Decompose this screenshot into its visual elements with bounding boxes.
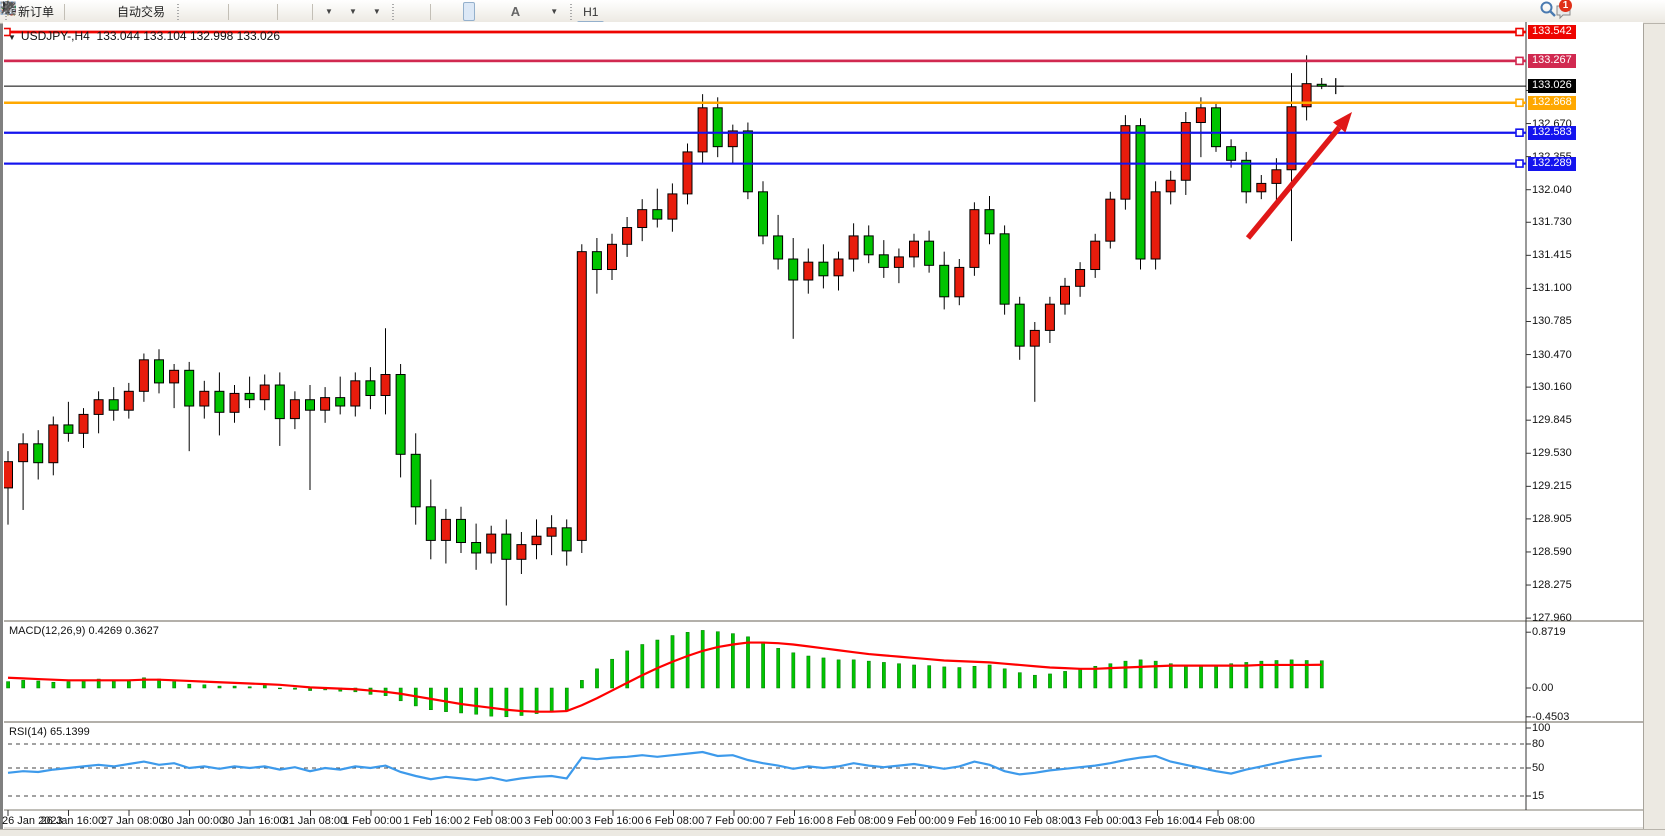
macd-label: MACD(12,26,9) 0.4269 0.3627 [9, 625, 159, 637]
price-tick-label: 131.100 [1532, 282, 1572, 295]
text-tool-glyph: A [510, 4, 521, 19]
date-tick-label: 1 Feb 00:00 [343, 815, 402, 827]
price-tick-label: 129.845 [1532, 414, 1572, 427]
notification-badge: 1 [1559, 0, 1572, 12]
line-handle[interactable] [1515, 159, 1524, 168]
rsi-tick-label: 100 [1532, 722, 1551, 734]
date-tick-label: 31 Jan 08:00 [282, 815, 347, 827]
macd-tick-label: 0.00 [1532, 682, 1554, 694]
date-tick-label: 14 Feb 08:00 [1190, 815, 1255, 827]
macd-tick-label: 0.8719 [1532, 626, 1566, 639]
price-line-label-133.026: 133.026 [1528, 79, 1576, 94]
dropdown-caret: ▼ [372, 7, 381, 16]
date-tick-label: 30 Jan 16:00 [222, 815, 286, 827]
new-order-button[interactable]: 新订单 [12, 2, 60, 21]
price-tick-label: 132.040 [1532, 183, 1572, 196]
price-line-label-132.289: 132.289 [1528, 156, 1576, 171]
rsi-line [7, 750, 1322, 782]
price-tick-label: 128.590 [1532, 545, 1572, 558]
line-handle[interactable] [1515, 27, 1524, 37]
svg-text:T: T [5, 4, 11, 15]
date-tick-label: 26 Jan 16:00 [40, 815, 105, 827]
ask-cross-marker [1327, 78, 1344, 95]
price-line-label-132.583: 132.583 [1528, 125, 1576, 140]
arrows-tool[interactable]: ▼ [2, 2, 564, 21]
date-tick-label: 3 Feb 16:00 [585, 815, 644, 827]
dropdown-caret: ▼ [348, 7, 357, 16]
date-tick-label: 30 Jan 00:00 [161, 815, 226, 827]
svg-text:F: F [12, 9, 16, 15]
date-tick-label: 13 Feb 00:00 [1069, 815, 1134, 827]
text-tool[interactable]: A [505, 2, 526, 21]
trend-arrow[interactable] [1245, 125, 1342, 240]
dropdown-caret: ▼ [550, 7, 559, 16]
price-line-label-133.542: 133.542 [1528, 25, 1576, 39]
ohlc-values: 133.044 133.104 132.998 133.026 [96, 29, 281, 43]
price-tick-label: 127.960 [1532, 612, 1572, 625]
line-handle[interactable] [1515, 56, 1524, 66]
date-tick-label: 1 Feb 16:00 [403, 815, 463, 827]
text-label-tool[interactable]: T [0, 1, 540, 21]
symbol-period-label: USDJPY-,H4 [20, 29, 90, 43]
date-tick-label: 27 Jan 08:00 [101, 815, 165, 827]
date-tick-label: 9 Feb 00:00 [887, 815, 947, 827]
price-tick-label: 128.275 [1532, 579, 1572, 592]
price-line-label-132.868: 132.868 [1528, 95, 1576, 110]
search-icon[interactable] [1540, 1, 1556, 21]
status-strip [0, 829, 1665, 836]
price-tick-label: 129.530 [1532, 447, 1572, 460]
price-tick-label: 131.730 [1532, 216, 1572, 229]
chart-left-border [0, 24, 4, 830]
price-line-label-133.267: 133.267 [1528, 53, 1576, 68]
chat-icon[interactable]: 1 [1554, 0, 1572, 21]
macd-tick-label: -0.4503 [1532, 710, 1570, 723]
price-tick-label: 130.470 [1532, 348, 1572, 361]
new-order-label: 新订单 [18, 5, 55, 19]
price-tick-label: 130.785 [1532, 315, 1572, 328]
timeframe-h1[interactable]: H1 [577, 2, 604, 21]
date-tick-label: 9 Feb 16:00 [948, 815, 1007, 827]
date-tick-label: 7 Feb 16:00 [766, 815, 826, 827]
toolbar-right-icons: 1 [1539, 0, 1572, 23]
date-tick-label: 8 Feb 08:00 [827, 815, 886, 827]
price-tick-label: 131.415 [1532, 249, 1572, 262]
price-tick-label: 128.905 [1532, 512, 1572, 525]
date-tick-label: 26 Jan 2023 [2, 815, 63, 827]
macd-signal-line [7, 641, 1322, 713]
chart-title: ▼ USDJPY-,H4 133.044 133.104 132.998 133.… [8, 29, 280, 43]
rsi-tick-label: 80 [1532, 738, 1545, 750]
date-tick-label: 7 Feb 00:00 [706, 815, 765, 827]
rsi-tick-label: 50 [1532, 762, 1545, 774]
date-tick-label: 10 Feb 08:00 [1008, 815, 1074, 827]
right-gutter [1643, 24, 1665, 836]
date-tick-label: 2 Feb 08:00 [464, 815, 523, 827]
price-tick-label: 130.160 [1532, 381, 1572, 394]
svg-text:E: E [11, 9, 16, 15]
rsi-label: RSI(14) 65.1399 [9, 726, 90, 738]
rsi-tick-label: 15 [1532, 790, 1545, 802]
line-handle[interactable] [1515, 128, 1524, 137]
line-handle[interactable] [1515, 98, 1524, 108]
date-tick-label: 13 Feb 16:00 [1129, 815, 1195, 827]
autotrading-label: 自动交易 [117, 5, 166, 19]
chevron-down-icon[interactable]: ▼ [8, 33, 16, 42]
date-tick-label: 6 Feb 08:00 [645, 815, 705, 827]
dropdown-caret: ▼ [325, 7, 333, 16]
price-tick-label: 129.215 [1532, 480, 1572, 493]
date-tick-label: 3 Feb 00:00 [524, 815, 584, 827]
